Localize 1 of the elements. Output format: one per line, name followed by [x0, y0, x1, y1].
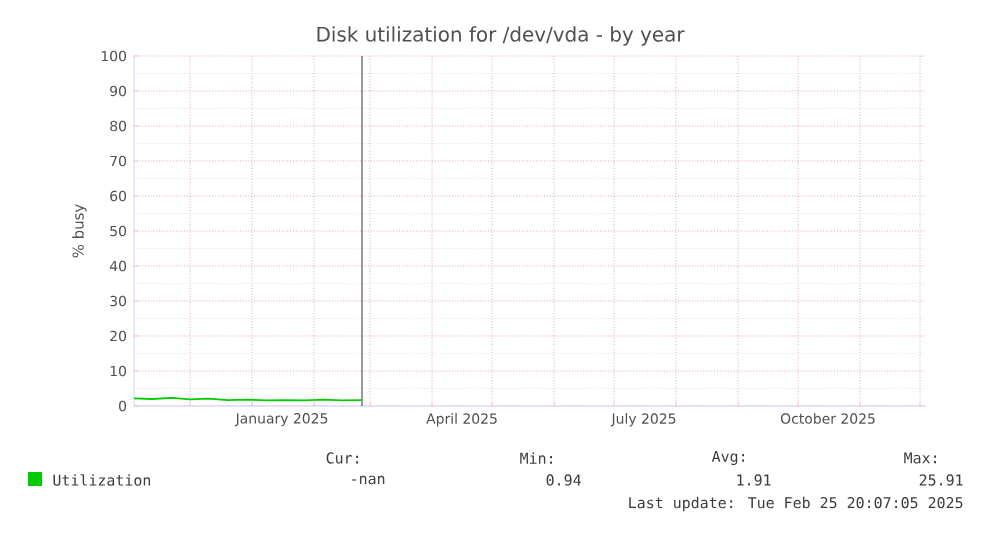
chart-title: Disk utilization for /dev/vda - by year [317, 26, 685, 46]
